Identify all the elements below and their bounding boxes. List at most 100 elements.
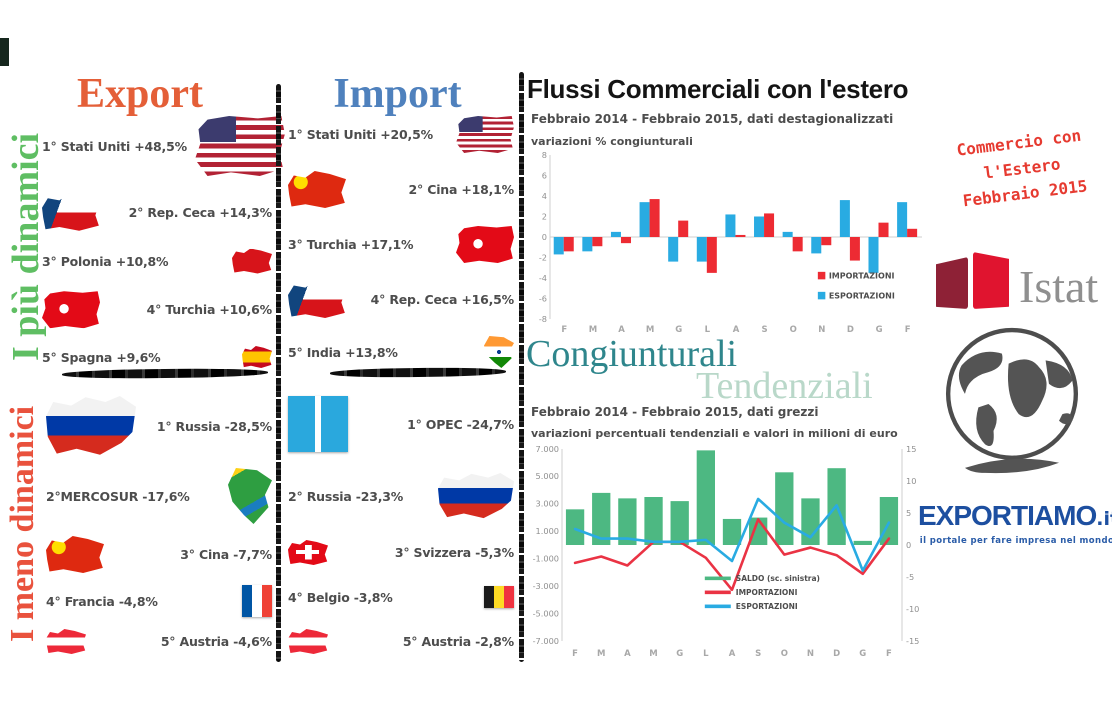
flag-usa-icon (456, 116, 514, 153)
svg-text:5: 5 (906, 508, 911, 518)
ranking-label: 3° Svizzera -5,3% (394, 545, 514, 560)
svg-text:-10: -10 (906, 604, 919, 614)
ranking-label: 3° Cina -7,7% (180, 547, 272, 562)
flag-czech-icon (42, 193, 100, 231)
ranking-row: 3° Polonia +10,8% (42, 248, 272, 274)
svg-text:F: F (905, 325, 911, 335)
svg-text:F: F (561, 325, 567, 335)
opec-logo-icon (288, 396, 348, 452)
congiunturali-chart: 8 6 4 2 0 -2 -4 -6 -8 F M A M G L A S O N D G F IMPORTAZIONI ES… (539, 150, 922, 335)
grunge-divider (276, 84, 281, 662)
ranking-row: 1° Stati Uniti +48,5% (42, 116, 285, 176)
flag-belgium-icon (484, 586, 514, 608)
svg-text:D: D (847, 325, 854, 335)
chart1-subtitle: Febbraio 2014 - Febbraio 2015, dati dest… (531, 112, 894, 126)
group-label-least-dynamic: I meno dinamici (4, 405, 41, 643)
svg-text:SALDO (sc. sinistra): SALDO (sc. sinistra) (736, 574, 820, 583)
svg-text:-7.000: -7.000 (533, 636, 559, 646)
word-tendenziali: Tendenziali (696, 365, 873, 407)
svg-text:G: G (859, 649, 866, 659)
svg-text:S: S (755, 649, 761, 659)
svg-text:-1.000: -1.000 (533, 554, 559, 564)
svg-text:A: A (624, 649, 631, 659)
svg-text:5.000: 5.000 (536, 471, 559, 481)
svg-text:IMPORTAZIONI: IMPORTAZIONI (736, 588, 798, 597)
svg-text:2: 2 (542, 211, 547, 221)
svg-text:-6: -6 (539, 293, 547, 303)
chart2-subtitle: Febbraio 2014 - Febbraio 2015, dati grez… (531, 405, 819, 419)
export-title: Export (77, 71, 203, 117)
flag-mercosur-icon (228, 468, 272, 524)
ranking-row: 5° Austria -4,6% (46, 629, 272, 654)
svg-text:3.000: 3.000 (536, 499, 559, 509)
ranking-row: 3° Cina -7,7% (46, 536, 272, 573)
svg-text:A: A (618, 325, 625, 335)
ranking-row: 2° Cina +18,1% (288, 171, 514, 208)
svg-text:-2: -2 (539, 252, 547, 262)
svg-text:-8: -8 (539, 314, 547, 324)
svg-text:D: D (833, 649, 840, 659)
flag-usa-icon (194, 116, 285, 176)
flag-india-icon (484, 336, 514, 368)
svg-text:G: G (675, 325, 682, 335)
brand-suffix: .it (1096, 508, 1112, 530)
svg-text:-3.000: -3.000 (533, 581, 559, 591)
istat-book-icon (973, 252, 1009, 309)
ranking-label: 2° Rep. Ceca +14,3% (128, 204, 273, 220)
charts-title: Flussi Commerciali con l'estero (527, 74, 909, 104)
ranking-label: 3° Polonia +10,8% (42, 253, 169, 269)
exportiamo-logo: EXPORTIAMO.it il portale per fare impres… (918, 500, 1112, 546)
flag-czech-icon (288, 281, 346, 318)
svg-text:N: N (818, 325, 825, 335)
grunge-divider (61, 367, 269, 380)
ranking-label: 5° Austria -4,6% (160, 634, 272, 649)
ranking-row: 4° Turchia +10,6% (42, 291, 273, 329)
svg-text:15: 15 (906, 444, 916, 454)
flag-switzerland-icon (288, 540, 328, 565)
ranking-label: 4° Rep. Ceca +16,5% (370, 292, 515, 307)
svg-text:ESPORTAZIONI: ESPORTAZIONI (736, 602, 798, 611)
ranking-label: 4° Belgio -3,8% (288, 589, 393, 605)
svg-text:F: F (572, 649, 578, 659)
brand-name: EXPORTIAMO (918, 500, 1097, 531)
ranking-row: 3° Svizzera -5,3% (288, 540, 514, 565)
ranking-row: 5° Austria -2,8% (288, 629, 514, 654)
flag-turkey-icon (42, 291, 100, 329)
svg-text:10: 10 (906, 476, 916, 486)
ranking-label: 1° Russia -28,5% (156, 418, 272, 434)
svg-text:-5: -5 (906, 572, 914, 582)
svg-text:O: O (790, 325, 797, 335)
ranking-row: 3° Turchia +17,1% (288, 226, 514, 263)
flag-china-icon (288, 171, 346, 208)
ranking-row: 4° Rep. Ceca +16,5% (288, 281, 514, 318)
svg-text:0: 0 (906, 540, 911, 550)
ranking-label: 4° Turchia +10,6% (146, 302, 273, 318)
svg-text:S: S (762, 325, 768, 335)
ranking-label: 1° Stati Uniti +20,5% (288, 127, 433, 142)
ranking-label: 2° Russia -23,3% (288, 488, 404, 504)
svg-text:M: M (589, 325, 597, 335)
svg-text:1.000: 1.000 (536, 526, 559, 536)
ranking-row: 2° Rep. Ceca +14,3% (42, 193, 273, 231)
ranking-label: 5° India +13,8% (288, 344, 398, 360)
grunge-divider (329, 367, 507, 378)
svg-text:8: 8 (542, 150, 547, 160)
globe-icon (945, 327, 1079, 474)
ranking-label: 3° Turchia +17,1% (288, 237, 414, 252)
svg-text:-5.000: -5.000 (533, 608, 559, 618)
report-stamp: Commercio con l'Estero Febbraio 2015 (924, 119, 1112, 218)
svg-text:G: G (676, 649, 683, 659)
import-top-rankings: 1° Stati Uniti +20,5% 2° Cina +18,1% 3° … (288, 116, 514, 368)
import-title: Import (333, 71, 462, 117)
edge-artifact (0, 38, 9, 66)
svg-text:A: A (733, 325, 740, 335)
ranking-row: 1° OPEC -24,7% (288, 396, 514, 452)
export-bottom-rankings: 1° Russia -28,5% 2°MERCOSUR -17,6% 3° Ci… (46, 396, 272, 654)
flag-austria-icon (46, 629, 86, 654)
flag-spain-icon (242, 346, 272, 368)
svg-text:A: A (729, 649, 736, 659)
svg-text:0: 0 (542, 232, 547, 242)
istat-label: Istat (1019, 261, 1099, 313)
ranking-label: 1° Stati Uniti +48,5% (42, 138, 187, 154)
ranking-label: 4° Francia -4,8% (46, 593, 158, 609)
